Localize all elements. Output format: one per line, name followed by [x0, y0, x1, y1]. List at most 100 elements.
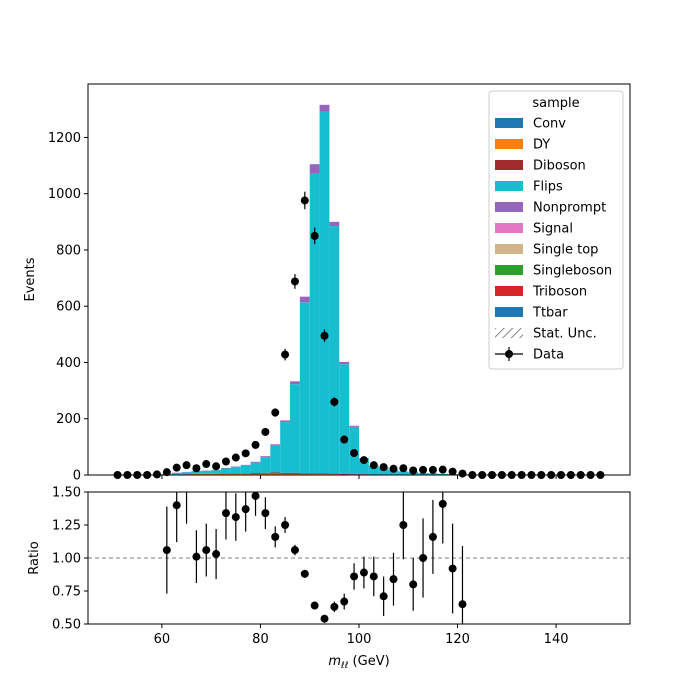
bar-nonprompt: [240, 464, 251, 466]
data-point: [172, 463, 181, 472]
data-marker: [438, 465, 447, 474]
y-tick-label: 1000: [48, 187, 81, 202]
data-marker: [162, 468, 171, 477]
data-marker: [419, 465, 428, 474]
data-marker: [428, 465, 437, 474]
legend-entry-ttbar: Ttbar: [495, 306, 568, 321]
bar-flips: [280, 422, 291, 473]
bar-nonprompt: [299, 296, 310, 303]
legend-swatch: [495, 286, 523, 296]
legend-swatch: [495, 223, 523, 233]
bar-nonprompt: [230, 466, 241, 468]
data-marker: [448, 467, 457, 476]
ratio-point: [448, 523, 457, 614]
legend-entry-singleboson: Singleboson: [495, 264, 612, 279]
legend-swatch: [495, 307, 523, 317]
ratio-marker: [162, 546, 171, 555]
ratio-point: [340, 593, 349, 610]
legend-label: DY: [533, 138, 550, 153]
data-point: [448, 467, 457, 476]
bar-flips: [368, 465, 379, 475]
legend-swatch: [495, 118, 523, 128]
legend-swatch: [495, 244, 523, 254]
bar-flips: [359, 458, 369, 475]
bar-diboson: [250, 473, 261, 474]
ratio-marker: [271, 532, 280, 541]
data-point: [271, 408, 280, 417]
data-point: [300, 191, 309, 210]
data-point: [340, 435, 349, 444]
data-point: [330, 397, 339, 407]
ratio-marker: [448, 564, 457, 573]
legend-label: Nonprompt: [533, 201, 606, 216]
data-marker: [212, 462, 221, 471]
ratio-y-tick-label: 1.00: [52, 552, 81, 567]
data-point: [152, 470, 161, 479]
legend-swatch: [495, 181, 523, 191]
bar-diboson: [221, 473, 231, 474]
legend-entry-conv: Conv: [495, 117, 566, 132]
data-point: [389, 464, 398, 473]
ratio-marker: [281, 521, 290, 529]
bar-flips: [378, 468, 389, 475]
bar-dy: [280, 473, 291, 475]
bar-flips: [270, 445, 281, 473]
bar-flips: [191, 471, 202, 474]
ratio-point: [458, 546, 467, 624]
bar-flips: [250, 462, 261, 474]
ratio-point: [359, 556, 368, 589]
legend-label: Singleboson: [533, 264, 612, 279]
ratio-marker: [231, 513, 240, 522]
legend-label: Data: [533, 348, 564, 363]
ratio-marker: [428, 532, 437, 541]
bar-dy: [230, 473, 241, 475]
data-marker: [290, 277, 299, 286]
data-marker: [330, 397, 339, 406]
ratio-point: [310, 601, 319, 610]
bar-diboson: [230, 473, 241, 474]
data-point: [192, 464, 201, 473]
legend-entry-diboson: Diboson: [495, 159, 586, 174]
ratio-data-points: [162, 492, 467, 624]
legend-entry-data: Data: [495, 347, 564, 363]
data-marker: [221, 457, 230, 466]
ratio-axes-frame: [87, 491, 631, 625]
data-marker: [281, 350, 290, 359]
data-marker: [409, 466, 418, 475]
legend-label: Diboson: [533, 159, 586, 174]
x-axis-label-unit: (GeV): [348, 654, 389, 669]
data-point: [399, 464, 408, 473]
legend-label: Triboson: [532, 285, 587, 300]
ratio-point: [330, 601, 339, 613]
y-tick-label: 400: [56, 356, 81, 371]
data-marker: [369, 461, 378, 470]
bar-flips: [260, 457, 271, 473]
data-point: [162, 468, 171, 477]
main-bars: [161, 104, 488, 475]
bar-flips: [181, 472, 192, 475]
y-tick-label: 800: [56, 243, 81, 258]
ratio-marker: [310, 601, 319, 610]
ratio-marker: [241, 505, 250, 514]
data-point: [350, 449, 359, 458]
data-point: [310, 227, 319, 245]
legend-swatch: [495, 202, 523, 212]
data-marker: [379, 463, 388, 472]
data-point: [281, 348, 290, 361]
bar-diboson: [319, 473, 330, 475]
legend: sample Conv DY Diboson Flips Nonprompt Signal S…: [488, 90, 624, 370]
ratio-y-axis-label: Ratio: [27, 541, 42, 574]
bar-flips: [290, 384, 300, 473]
ratio-x-ticks: 60 80 100 120 140: [154, 624, 569, 647]
main-y-axis-label: Events: [23, 257, 38, 301]
x-axis-label-main: m: [328, 654, 341, 669]
legend-title: sample: [532, 96, 579, 111]
bar-dy: [260, 473, 271, 475]
bar-nonprompt: [290, 381, 300, 385]
ratio-point: [192, 530, 201, 584]
legend-label: Single top: [533, 243, 598, 258]
legend-label: Stat. Unc.: [533, 327, 597, 342]
ratio-y-tick-label: 0.75: [52, 585, 81, 600]
ratio-y-tick-label: 1.50: [52, 486, 81, 501]
ratio-point: [290, 544, 299, 556]
